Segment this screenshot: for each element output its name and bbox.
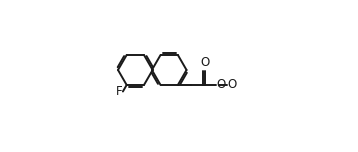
Text: F: F — [116, 85, 122, 98]
Text: O: O — [227, 78, 236, 92]
Text: O: O — [216, 78, 225, 92]
Text: O: O — [200, 56, 209, 69]
